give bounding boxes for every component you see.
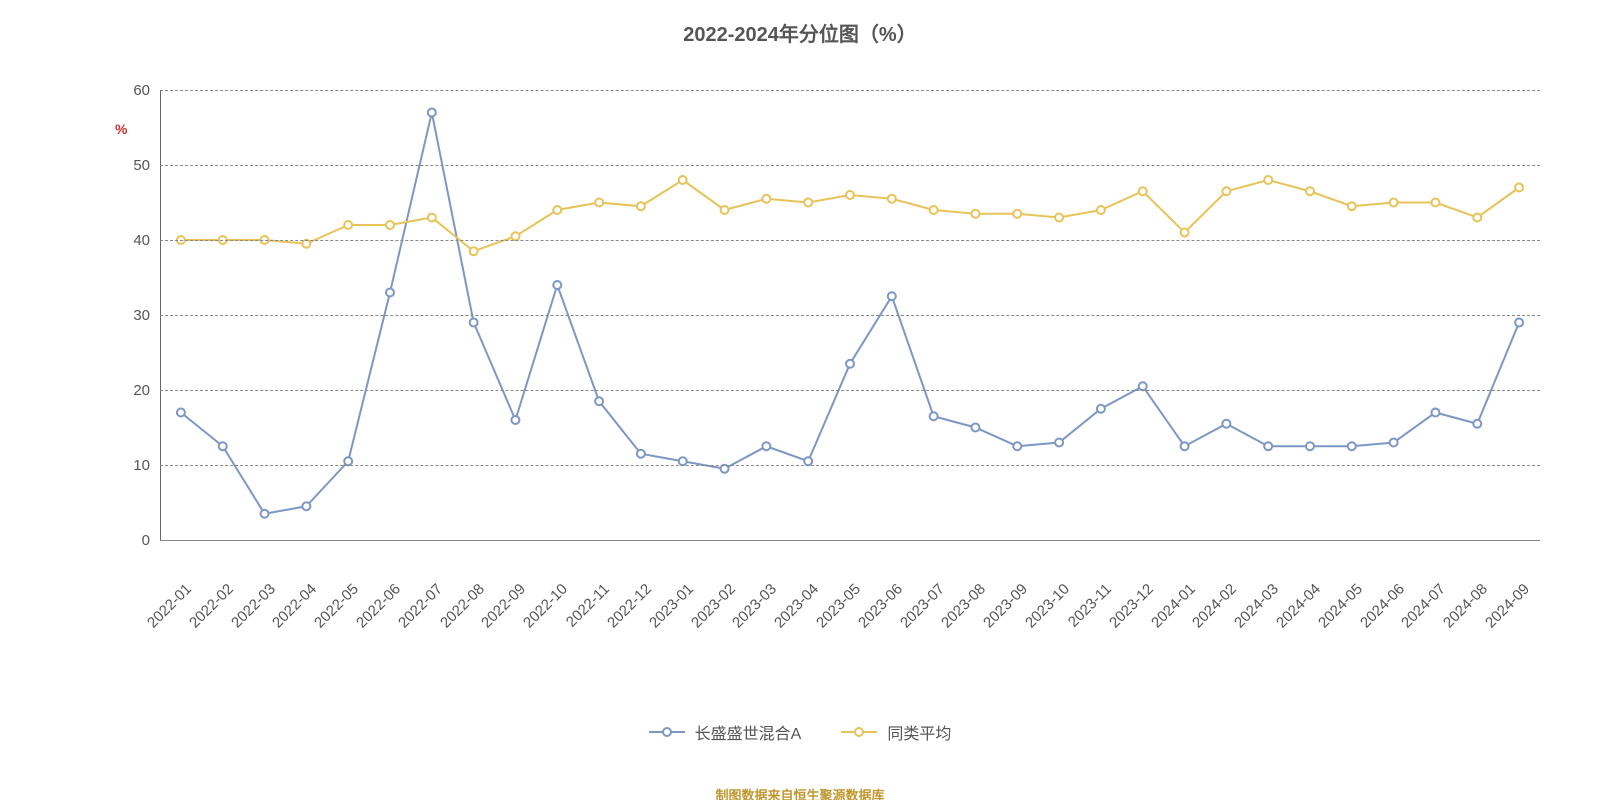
- gridline: [160, 540, 1540, 541]
- y-tick-label: 60: [110, 82, 150, 99]
- series-marker: [470, 247, 478, 255]
- series-marker: [511, 416, 519, 424]
- series-marker: [1222, 187, 1230, 195]
- series-marker: [637, 202, 645, 210]
- series-marker: [553, 206, 561, 214]
- series-marker: [1013, 210, 1021, 218]
- series-marker: [721, 206, 729, 214]
- y-tick-label: 30: [110, 307, 150, 324]
- legend-swatch: [841, 725, 877, 739]
- gridline: [160, 165, 1540, 166]
- series-marker: [1013, 442, 1021, 450]
- series-marker: [846, 360, 854, 368]
- series-marker: [1390, 439, 1398, 447]
- series-marker: [1306, 187, 1314, 195]
- series-marker: [595, 397, 603, 405]
- series-marker: [302, 502, 310, 510]
- legend-swatch: [649, 725, 685, 739]
- series-marker: [344, 221, 352, 229]
- chart-title: 2022-2024年分位图（%）: [0, 18, 1600, 47]
- series-line: [181, 113, 1519, 514]
- plot-area: [160, 90, 1540, 540]
- series-marker: [888, 195, 896, 203]
- chart-container: 2022-2024年分位图（%） % 长盛盛世混合A 同类平均 制图数据来自恒生聚…: [0, 0, 1600, 800]
- series-marker: [1306, 442, 1314, 450]
- series-marker: [637, 450, 645, 458]
- gridline: [160, 315, 1540, 316]
- series-marker: [595, 199, 603, 207]
- series-marker: [1348, 202, 1356, 210]
- series-marker: [470, 319, 478, 327]
- gridline: [160, 390, 1540, 391]
- series-marker: [1473, 214, 1481, 222]
- series-marker: [846, 191, 854, 199]
- series-marker: [1181, 229, 1189, 237]
- legend-label: 同类平均: [887, 720, 951, 744]
- series-marker: [804, 199, 812, 207]
- series-marker: [971, 424, 979, 432]
- series-marker: [1097, 206, 1105, 214]
- series-marker: [1222, 420, 1230, 428]
- y-tick-label: 50: [110, 157, 150, 174]
- series-marker: [177, 409, 185, 417]
- gridline: [160, 240, 1540, 241]
- series-marker: [762, 195, 770, 203]
- series-marker: [386, 289, 394, 297]
- series-marker: [428, 109, 436, 117]
- chart-footer-note: 制图数据来自恒生聚源数据库: [0, 785, 1600, 800]
- y-tick-label: 20: [110, 382, 150, 399]
- legend-label: 长盛盛世混合A: [695, 720, 802, 744]
- series-marker: [930, 412, 938, 420]
- series-marker: [261, 510, 269, 518]
- y-axis-unit: %: [115, 121, 127, 137]
- chart-legend: 长盛盛世混合A 同类平均: [0, 720, 1600, 744]
- series-marker: [930, 206, 938, 214]
- legend-item: 同类平均: [841, 720, 951, 744]
- series-marker: [1473, 420, 1481, 428]
- gridline: [160, 90, 1540, 91]
- series-marker: [1431, 409, 1439, 417]
- series-marker: [1055, 439, 1063, 447]
- y-tick-label: 10: [110, 457, 150, 474]
- series-marker: [971, 210, 979, 218]
- series-marker: [428, 214, 436, 222]
- series-marker: [762, 442, 770, 450]
- series-marker: [1181, 442, 1189, 450]
- series-marker: [1264, 176, 1272, 184]
- series-marker: [1515, 184, 1523, 192]
- y-tick-label: 0: [110, 532, 150, 549]
- series-marker: [219, 442, 227, 450]
- series-marker: [1264, 442, 1272, 450]
- gridline: [160, 465, 1540, 466]
- series-marker: [1139, 187, 1147, 195]
- series-marker: [1097, 405, 1105, 413]
- series-marker: [888, 292, 896, 300]
- series-marker: [1348, 442, 1356, 450]
- series-marker: [1431, 199, 1439, 207]
- series-marker: [1055, 214, 1063, 222]
- series-marker: [1390, 199, 1398, 207]
- y-tick-label: 40: [110, 232, 150, 249]
- series-marker: [386, 221, 394, 229]
- series-marker: [553, 281, 561, 289]
- series-marker: [679, 176, 687, 184]
- series-marker: [1515, 319, 1523, 327]
- legend-item: 长盛盛世混合A: [649, 720, 802, 744]
